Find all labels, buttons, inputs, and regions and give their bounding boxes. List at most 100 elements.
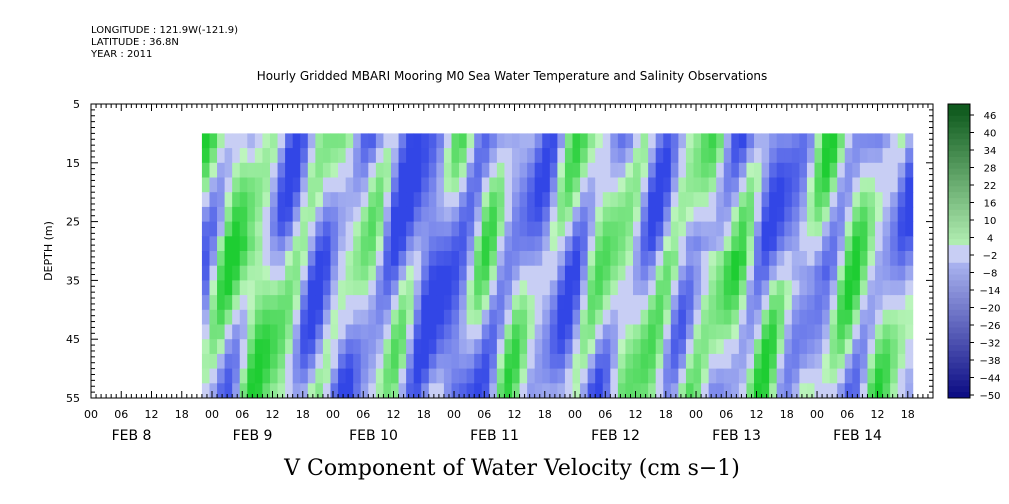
heatmap-cell [269,265,278,281]
heatmap-cell [428,177,437,193]
heatmap-cell [837,368,846,384]
heatmap-cell [761,177,770,193]
heatmap-cell [451,339,460,355]
heatmap-cell [549,177,558,193]
heatmap-cell [277,236,286,252]
heatmap-cell [307,353,316,369]
heatmap-cell [201,251,210,267]
heatmap-cell [678,368,687,384]
heatmap-cell [322,133,331,149]
colorbar-swatch [948,139,970,146]
heatmap-cell [421,383,430,399]
heatmap-cell [693,368,702,384]
heatmap-cell [897,236,906,252]
heatmap-cell [595,309,604,325]
heatmap-cell [814,148,823,164]
heatmap-cell [239,353,248,369]
heatmap-cell [489,324,498,340]
heatmap-cell [224,148,233,164]
heatmap-cell [504,339,513,355]
heatmap-cell [519,192,528,208]
heatmap-cell [723,162,732,178]
heatmap-cell [776,309,785,325]
heatmap-cell [338,353,347,369]
heatmap-cell [822,177,831,193]
heatmap-cell [859,368,868,384]
heatmap-cell [247,192,256,208]
heatmap-cell [633,368,641,384]
heatmap-cell [572,265,581,281]
heatmap-cell [330,251,339,267]
heatmap-cell [784,133,793,149]
heatmap-cell [292,251,301,267]
heatmap-cell [814,221,823,237]
heatmap-cell [685,221,694,237]
heatmap-cell [383,324,392,340]
heatmap-cell [406,162,415,178]
heatmap-cell [307,251,316,267]
heatmap-cell [383,192,392,208]
colorbar-swatch [948,339,970,346]
heatmap-cell [443,192,452,208]
heatmap-cell [678,148,687,164]
heatmap-cell [670,251,679,267]
heatmap-cell [814,280,823,296]
colorbar-swatch [948,315,970,323]
heatmap-cell [549,339,558,355]
heatmap-cell [375,148,384,164]
heatmap-cell [754,324,762,340]
heatmap-cell [897,295,906,311]
heatmap-cell [723,192,732,208]
heatmap-cell [852,221,861,237]
heatmap-cell [209,324,218,340]
heatmap-cell [406,353,415,369]
heatmap-cell [262,368,271,384]
heatmap-cell [822,324,831,340]
heatmap-cell [474,133,483,149]
heatmap-cell [428,353,437,369]
heatmap-cell [496,265,505,281]
heatmap-cell [776,148,785,164]
heatmap-cell [859,280,868,296]
heatmap-cell [799,133,808,149]
heatmap-cell [527,192,536,208]
heatmap-cell [300,221,309,237]
heatmap-cell [338,251,347,267]
heatmap-cell [708,324,717,340]
heatmap-cell [315,295,324,311]
heatmap-cell [655,339,664,355]
heatmap-cell [285,206,294,222]
colorbar-swatch [948,356,970,364]
heatmap-cell [897,221,906,237]
heatmap-cell [595,177,604,193]
x-tick-label: 12 [508,408,522,421]
heatmap-cell [315,339,324,355]
heatmap-cell [428,295,437,311]
x-date-label: FEB 11 [470,428,519,444]
heatmap-cell [534,353,543,369]
heatmap-cell [572,133,581,149]
heatmap-cell [247,236,256,252]
heatmap-cell [625,133,634,149]
heatmap-cell [224,324,233,340]
colorbar-swatch [948,321,970,328]
heatmap-cell [375,221,384,237]
heatmap-cell [557,324,566,340]
heatmap-cell [587,383,596,399]
heatmap-cell [300,206,309,222]
heatmap-cell [534,162,543,178]
heatmap-cell [572,236,581,252]
colorbar-swatch [948,186,970,193]
heatmap-cell [413,251,422,267]
heatmap-cell [791,309,800,325]
heatmap-cell [232,177,241,193]
heatmap-cell [867,324,876,340]
longitude-label: LONGITUDE : 121.9W(-121.9) [91,25,238,36]
heatmap-cell [784,324,793,340]
heatmap-cell [262,251,271,267]
heatmap-cell [890,295,899,311]
heatmap-cell [224,309,233,325]
heatmap-cell [678,353,687,369]
heatmap-cell [829,148,838,164]
heatmap-cell [731,251,740,267]
